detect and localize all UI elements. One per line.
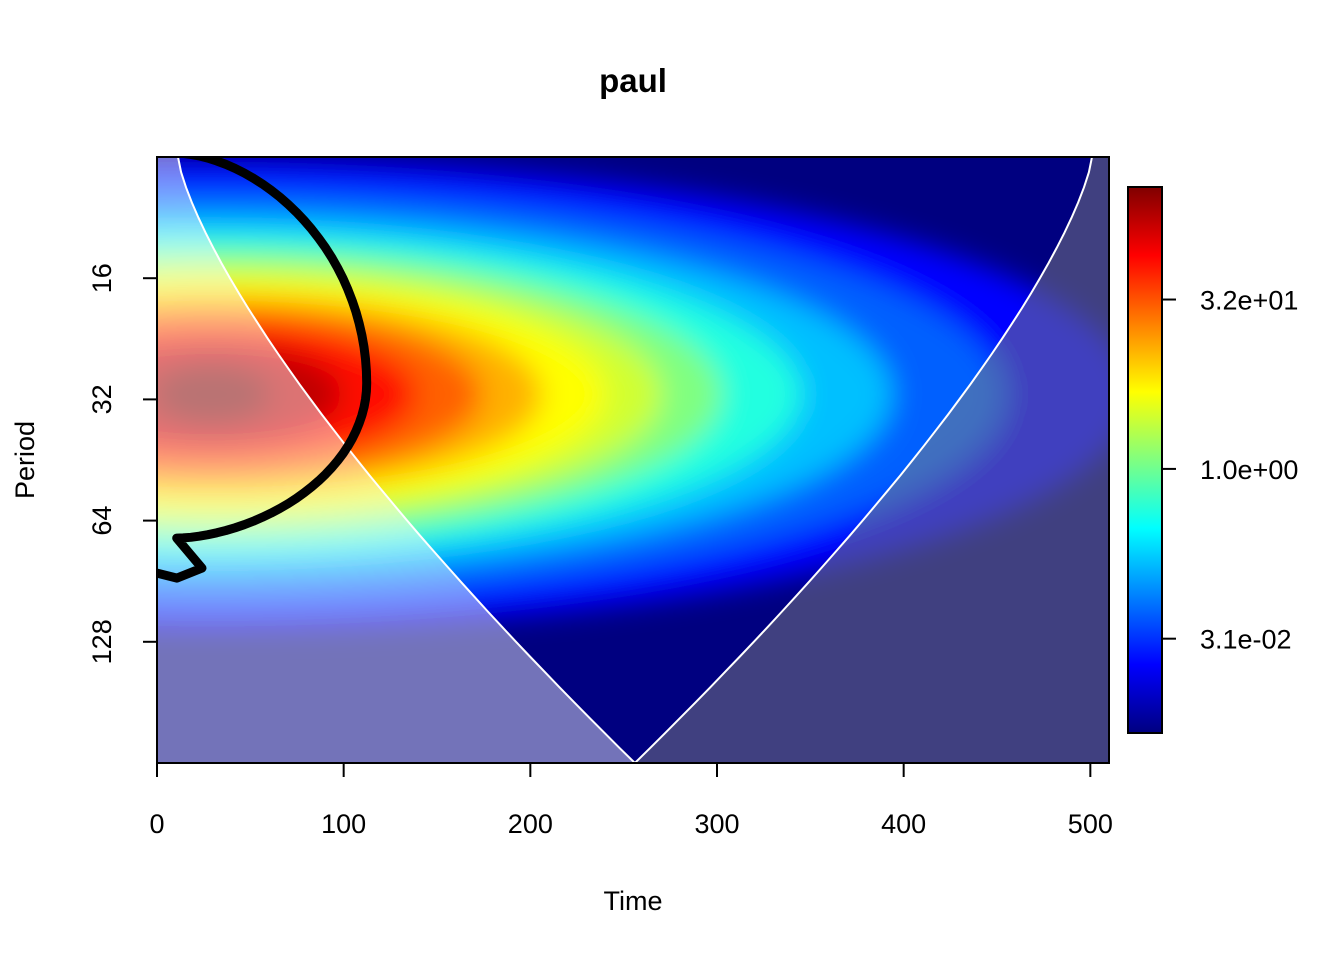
coi-line-right <box>634 157 1093 763</box>
x-tick-label: 500 <box>1068 809 1113 839</box>
y-tick-label: 32 <box>87 384 117 414</box>
y-tick-label: 16 <box>87 263 117 293</box>
x-axis: 0 100 200 300 400 500 <box>149 762 1113 839</box>
x-tick-label: 200 <box>508 809 553 839</box>
colorbar-ticks: 3.1e-02 1.0e+00 3.2e+01 <box>1162 286 1298 655</box>
plot-area <box>157 157 1109 763</box>
colorbar-tick-label: 1.0e+00 <box>1200 455 1298 485</box>
x-tick-label: 100 <box>321 809 366 839</box>
x-tick-label: 400 <box>881 809 926 839</box>
coi-line-left <box>177 157 636 763</box>
colorbar-tick-label: 3.2e+01 <box>1200 286 1298 316</box>
colorbar-tick-label: 3.1e-02 <box>1200 625 1292 655</box>
y-tick-label: 64 <box>87 506 117 536</box>
coi-shade-right <box>634 157 1109 763</box>
colorbar: 3.1e-02 1.0e+00 3.2e+01 <box>1127 186 1298 734</box>
y-axis: 16 32 64 128 <box>87 263 158 664</box>
y-tick-label: 128 <box>87 619 117 664</box>
x-tick-label: 0 <box>149 809 164 839</box>
coi-shade-left <box>157 157 635 763</box>
chart-title: paul <box>599 62 667 99</box>
colorbar-rect <box>1127 186 1163 734</box>
significance-contour <box>157 157 372 583</box>
power-ring-11 <box>157 364 272 425</box>
x-tick-label: 300 <box>694 809 739 839</box>
x-axis-label: Time <box>604 886 663 916</box>
cone-of-influence <box>157 157 1109 763</box>
y-axis-label: Period <box>10 421 40 499</box>
